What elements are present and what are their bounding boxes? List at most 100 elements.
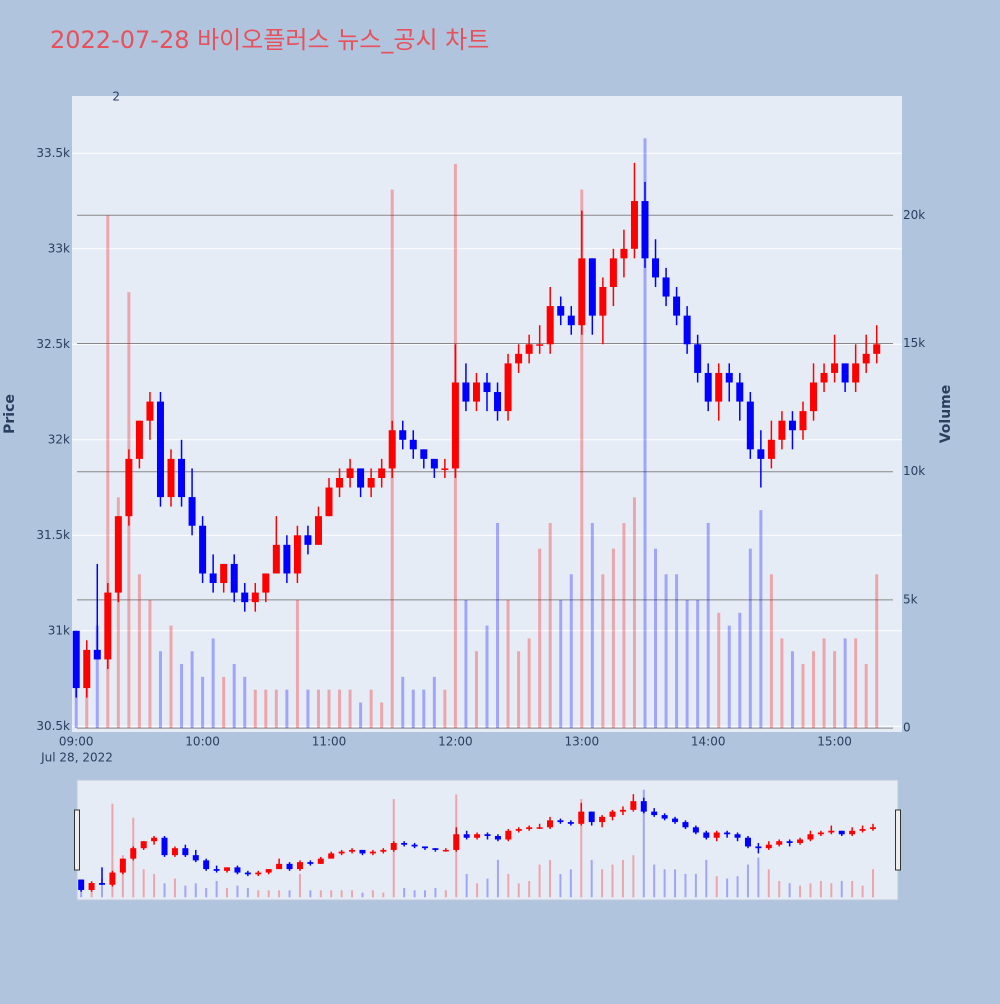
candle-body — [704, 372, 712, 402]
candle-body — [192, 855, 199, 861]
candle-body — [325, 487, 333, 517]
volume-bar — [496, 522, 500, 729]
candle-body — [536, 344, 544, 346]
candle-body — [609, 258, 617, 287]
candle-body — [307, 862, 314, 864]
candle-body — [505, 830, 512, 840]
volume-bar — [871, 869, 874, 898]
volume-bar — [727, 625, 731, 729]
candle-body — [640, 801, 647, 812]
volume-bar — [759, 510, 763, 729]
candle-body — [849, 830, 856, 835]
volume-bar — [601, 574, 605, 729]
volume-bar — [864, 664, 868, 729]
volume-bar — [748, 548, 752, 729]
volume-bar — [443, 689, 447, 729]
candle-body — [304, 535, 312, 545]
volume-bar — [413, 890, 416, 898]
candle-body — [588, 811, 595, 823]
y-tick-label: 31k — [48, 623, 70, 637]
candle-body — [715, 372, 723, 402]
candle-body — [451, 382, 459, 469]
candle-body — [230, 563, 238, 593]
volume-bar — [194, 883, 197, 898]
x-tick-label: 13:00 — [565, 735, 600, 749]
candle-body — [359, 849, 366, 854]
y-tick-label: 32.5k — [36, 337, 70, 351]
volume-bar — [434, 887, 437, 898]
volume-bar — [476, 883, 479, 898]
volume-bar — [382, 892, 385, 898]
x-tick-label: 15:00 — [817, 735, 852, 749]
volume-bar — [517, 651, 521, 729]
volume-bar — [163, 883, 166, 898]
candle-body — [694, 344, 702, 373]
slider-handle[interactable] — [895, 809, 901, 871]
candle-body — [286, 863, 293, 870]
volume-bar — [348, 689, 352, 729]
y-axis-title: Price — [2, 394, 18, 434]
candle-body — [109, 872, 116, 885]
candle-body — [209, 573, 217, 584]
volume-bar — [788, 883, 791, 898]
candle-body — [483, 382, 491, 393]
volume-bar — [401, 676, 405, 729]
volume-bar — [205, 887, 208, 898]
y-tick-label: 33.5k — [36, 146, 70, 160]
candle-body — [599, 286, 607, 316]
candle-body — [494, 835, 501, 840]
volume-bar — [327, 689, 331, 729]
candle-body — [178, 458, 186, 498]
volume-bar — [819, 880, 822, 898]
volume-bar — [232, 664, 236, 729]
candle-body — [146, 401, 154, 421]
candle-body — [99, 883, 106, 885]
volume-bar — [684, 873, 687, 898]
candle-body — [619, 809, 626, 812]
volume-bar — [559, 873, 562, 898]
volume-bar — [106, 215, 110, 729]
range-slider[interactable] — [76, 779, 899, 901]
volume-bar — [190, 651, 194, 729]
volume-bar — [706, 522, 710, 729]
volume-bar — [769, 574, 773, 729]
candle-body — [441, 468, 449, 470]
volume-bar — [423, 890, 426, 898]
volume-bar — [496, 859, 499, 898]
volume-bar — [746, 864, 749, 898]
candle-body — [786, 841, 793, 843]
candle-body — [776, 841, 783, 845]
candle-body — [213, 869, 220, 871]
candle-body — [817, 832, 824, 835]
candle-body — [293, 535, 301, 574]
candle-body — [641, 201, 649, 259]
volume-bar — [809, 883, 812, 898]
y-tick-label: 31.5k — [36, 528, 70, 542]
slider-handle[interactable] — [74, 809, 80, 871]
volume-bar — [288, 890, 291, 898]
volume-bar — [257, 890, 260, 898]
volume-bar — [222, 676, 226, 729]
candle-body — [409, 439, 417, 450]
x-tick-label: 12:00 — [438, 735, 473, 749]
volume-bar — [611, 864, 614, 898]
volume-bar — [861, 885, 864, 898]
volume-bar — [243, 676, 247, 729]
candle-body — [515, 353, 523, 364]
volume-bar — [359, 702, 363, 729]
candle-body — [661, 815, 668, 819]
candle-body — [349, 849, 356, 852]
plot-area — [72, 96, 902, 732]
candle-body — [673, 296, 681, 316]
candle-body — [367, 477, 375, 488]
volume-bar — [173, 878, 176, 898]
volume-bar — [580, 189, 584, 729]
volume-bar — [422, 689, 426, 729]
volume-bar — [549, 859, 552, 898]
volume-bar — [121, 855, 124, 898]
volume-bar — [201, 676, 205, 729]
volume-bar — [632, 855, 635, 898]
volume-bar — [569, 869, 572, 898]
candle-body — [799, 411, 807, 431]
volume-bar — [253, 689, 257, 729]
